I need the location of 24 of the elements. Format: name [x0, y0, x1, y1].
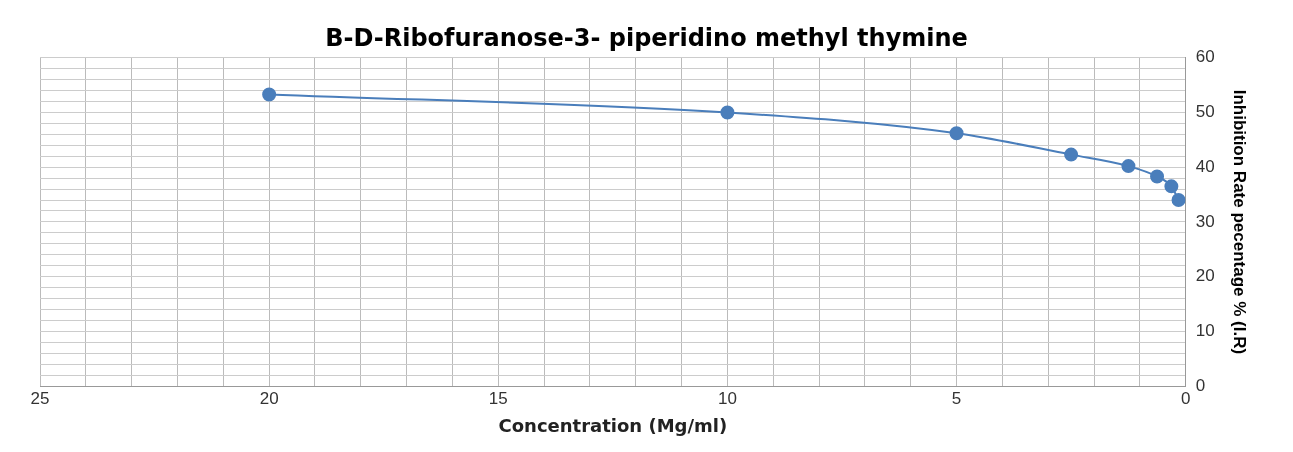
x-tick-label: 25 [30, 388, 50, 408]
y-tick-label: 60 [1195, 47, 1215, 67]
y-tick-label: 10 [1195, 320, 1215, 340]
y-axis-title: Inhibition Rate pecentage % (I.R) [1230, 89, 1250, 355]
y-tick-label: 50 [1195, 102, 1215, 122]
point [1121, 159, 1136, 174]
point [720, 105, 735, 120]
x-tick-label: 0 [1180, 388, 1191, 408]
x-axis-title: Concentration (Mg/ml) [498, 414, 728, 436]
y-tick-label: 40 [1195, 156, 1215, 176]
y-tick-label: 20 [1195, 266, 1215, 286]
x-tick-label: 10 [717, 388, 737, 408]
point [262, 87, 277, 102]
point [1171, 193, 1186, 208]
point [1064, 147, 1079, 162]
point [949, 126, 964, 141]
y-tick-label: 30 [1195, 211, 1215, 231]
point [1164, 179, 1179, 194]
point [1150, 169, 1165, 184]
x-tick-label: 20 [259, 388, 279, 408]
chart-title: B-D-Ribofuranose-3- piperidino methyl thymine [325, 23, 968, 52]
x-tick-label: 15 [488, 388, 508, 408]
y-tick-label: 0 [1195, 375, 1206, 395]
x-tick-label: 5 [951, 388, 962, 408]
